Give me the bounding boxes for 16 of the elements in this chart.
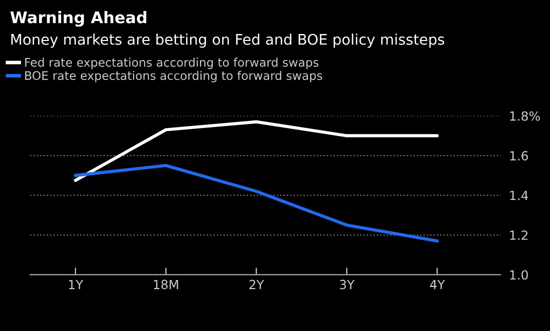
x-tick-label: 3Y bbox=[340, 280, 355, 290]
x-tick-label: 1Y bbox=[69, 280, 84, 290]
legend-label: Fed rate expectations according to forward swaps bbox=[25, 58, 318, 70]
x-tick-label: 2Y bbox=[249, 280, 264, 290]
y-tick-label: 1.2 bbox=[510, 230, 528, 240]
line-series bbox=[74, 164, 439, 242]
y-tick-label: 1.0 bbox=[510, 270, 528, 280]
legend-label: BOE rate expectations according to forward swaps bbox=[25, 70, 322, 82]
line-series bbox=[74, 120, 439, 182]
x-tick-label: 18M bbox=[154, 280, 178, 290]
chart-subtitle: Money markets are betting on Fed and BOE policy missteps bbox=[11, 34, 444, 48]
y-tick-label: 1.4 bbox=[510, 190, 528, 200]
chart-title: Warning Ahead bbox=[10, 11, 146, 27]
x-tick-label: 4Y bbox=[430, 280, 446, 290]
y-tick-label: 1.8% bbox=[510, 111, 540, 121]
y-tick-label: 1.6 bbox=[510, 151, 528, 160]
